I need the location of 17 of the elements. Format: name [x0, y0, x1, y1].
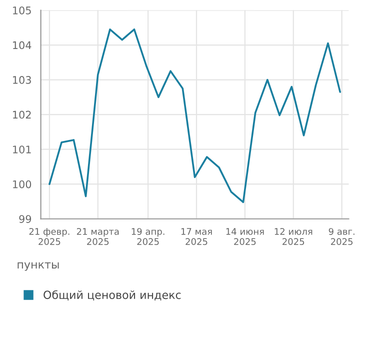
legend-label: Общий ценовой индекс: [44, 290, 181, 300]
text: пункты: [18, 262, 59, 271]
line-series: [48, 28, 341, 204]
y-tick-label: 104: [13, 41, 32, 50]
y-tick-label: 99: [19, 215, 32, 223]
x-tick-label: 14 июня 2025: [226, 228, 264, 246]
y-tick-label: 101: [13, 146, 31, 154]
x-tick-label: 21 февр. 2025: [29, 228, 70, 246]
x-tick-label: 12 июля 2025: [274, 228, 312, 246]
x-tick-label: 19 апр. 2025: [132, 228, 164, 246]
x-tick-label: 21 марта 2025: [76, 228, 119, 246]
y-tick-label: 102: [13, 110, 31, 119]
y-tick-label: 103: [13, 76, 31, 84]
x-tick-label: 9 авг. 2025: [328, 228, 354, 246]
y-tick-label: 100: [13, 180, 32, 188]
y-tick-label: 105: [13, 6, 31, 14]
x-tick-label: 17 мая 2025: [181, 228, 212, 246]
